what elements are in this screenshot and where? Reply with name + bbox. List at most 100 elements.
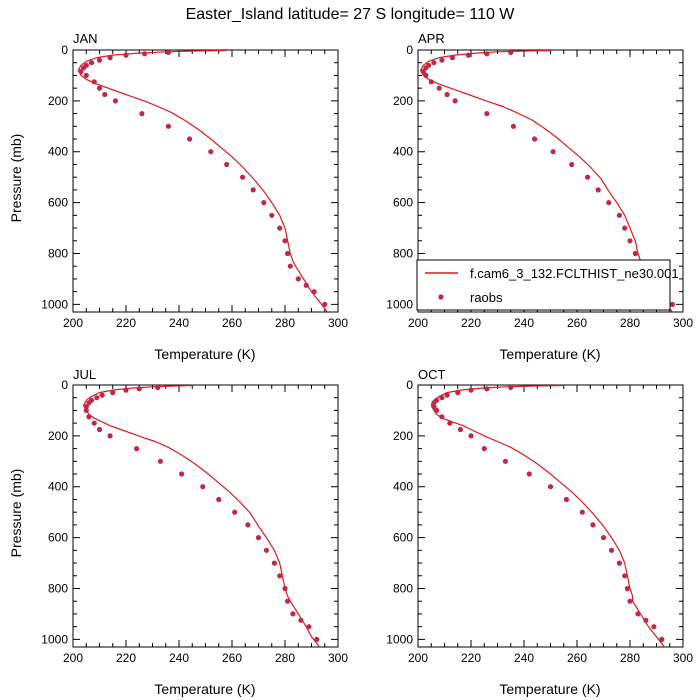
raobs-point-oct (600, 535, 607, 541)
raobs-point-oct (635, 611, 641, 617)
raobs-point-apr (452, 98, 458, 104)
raobs-point-apr (616, 212, 623, 218)
x-tick-label-jul: 220 (116, 651, 136, 665)
raobs-point-oct (447, 420, 453, 426)
raobs-point-oct (502, 458, 508, 464)
x-tick-label-oct: 260 (567, 651, 587, 665)
raobs-point-jul (99, 392, 105, 398)
raobs-point-apr (569, 161, 575, 168)
raobs-point-jul (282, 585, 288, 592)
raobs-point-apr (669, 301, 676, 307)
legend-box (416, 259, 671, 311)
raobs-point-jan (287, 263, 293, 269)
y-tick-label-apr: 400 (393, 145, 413, 159)
y-tick-label-jan: 0 (61, 43, 68, 57)
raobs-point-oct (659, 636, 665, 643)
raobs-point-jan (112, 98, 118, 104)
raobs-point-jan (322, 301, 328, 307)
panel-apr: APR Temperature (K) 200 220 240 260 280 300 0 2… (386, 31, 693, 362)
raobs-point-apr (436, 85, 442, 91)
raobs-point-jul (200, 484, 206, 490)
raobs-point-jul (86, 414, 92, 420)
raobs-point-jan (165, 49, 171, 56)
raobs-point-jul (107, 433, 113, 439)
raobs-point-jan (303, 282, 309, 288)
raobs-point-apr (449, 55, 455, 61)
panel-label-jul: JUL (73, 367, 96, 382)
raobs-point-apr (428, 79, 434, 85)
raobs-point-oct (455, 390, 461, 396)
y-tick-label-jan: 400 (48, 145, 68, 159)
y-tick-label-jan: 1000 (41, 297, 68, 311)
raobs-point-jan (96, 57, 103, 63)
y-tick-label-jul: 1000 (41, 632, 68, 646)
y-tick-label-oct: 1000 (386, 632, 413, 646)
raobs-point-jul (216, 496, 222, 503)
raobs-point-apr (622, 225, 628, 231)
x-tick-label-oct: 280 (620, 651, 640, 665)
x-axis-label-jan: Temperature (K) (154, 346, 255, 362)
panel-label-jan: JAN (73, 31, 98, 46)
x-tick-label-oct: 200 (408, 651, 428, 665)
y-tick-label-apr: 600 (393, 196, 413, 210)
raobs-point-oct (444, 392, 450, 398)
x-tick-label-jan: 200 (63, 316, 83, 330)
panel-oct: OCT Temperature (K) 200 220 240 260 280 300 0 2… (386, 367, 693, 697)
raobs-point-oct (468, 387, 474, 393)
raobs-point-apr (420, 69, 426, 75)
y-tick-label-oct: 600 (393, 531, 413, 545)
raobs-point-oct (468, 433, 474, 439)
x-tick-label-jan: 240 (169, 316, 189, 330)
raobs-point-apr (550, 149, 556, 155)
raobs-point-oct (484, 386, 490, 392)
x-tick-label-apr: 300 (673, 316, 693, 330)
raobs-point-apr (508, 49, 514, 56)
x-tick-label-jul: 280 (275, 651, 295, 665)
raobs-point-jan (261, 200, 267, 206)
model-profile-line-jan (77, 50, 328, 312)
panel-jan: JAN Temperature (K) Pressure (mb) 200 220… (8, 31, 348, 362)
x-tick-label-apr: 260 (567, 316, 587, 330)
raobs-point-apr (423, 72, 429, 78)
raobs-point-oct (434, 407, 440, 413)
raobs-point-jul (314, 636, 320, 643)
raobs-point-oct (616, 560, 623, 566)
raobs-point-jul (155, 384, 161, 391)
y-tick-label-apr: 0 (406, 43, 413, 57)
raobs-point-jul (94, 395, 100, 401)
x-tick-label-oct: 300 (673, 651, 693, 665)
raobs-point-apr (423, 65, 429, 71)
raobs-point-jul (271, 560, 277, 566)
x-tick-label-apr: 280 (620, 316, 640, 330)
x-tick-label-apr: 240 (514, 316, 534, 330)
legend: f.cam6_3_132.FCLTHIST_ne30.001 raobs (416, 259, 679, 311)
y-tick-label-jul: 800 (48, 581, 68, 595)
raobs-point-jan (88, 60, 95, 66)
plot-frame-jul (72, 384, 339, 648)
raobs-point-oct (508, 384, 514, 391)
y-tick-label-jul: 0 (61, 378, 68, 392)
x-tick-label-oct: 220 (461, 651, 481, 665)
x-tick-label-oct: 240 (514, 651, 534, 665)
legend-obs-label: raobs (470, 290, 503, 305)
raobs-point-apr (606, 200, 612, 206)
raobs-point-jan (139, 111, 145, 117)
y-tick-label-jul: 200 (48, 429, 68, 443)
y-axis-label-jan: Pressure (mb) (8, 134, 24, 223)
raobs-point-oct (651, 624, 657, 630)
raobs-point-jul (298, 617, 304, 623)
raobs-point-jul (86, 400, 92, 406)
raobs-point-apr (444, 91, 450, 98)
raobs-point-oct (624, 585, 631, 592)
raobs-point-jan (269, 212, 275, 218)
raobs-point-jan (277, 225, 283, 231)
legend-model-label: f.cam6_3_132.FCLTHIST_ne30.001 (470, 266, 679, 281)
model-profile-line-jul (82, 385, 320, 647)
x-tick-label-jan: 280 (275, 316, 295, 330)
raobs-point-apr (595, 187, 601, 193)
x-tick-label-jan: 220 (116, 316, 136, 330)
raobs-point-oct (608, 547, 615, 553)
panel-label-oct: OCT (418, 367, 446, 382)
x-tick-label-jul: 260 (222, 651, 242, 665)
